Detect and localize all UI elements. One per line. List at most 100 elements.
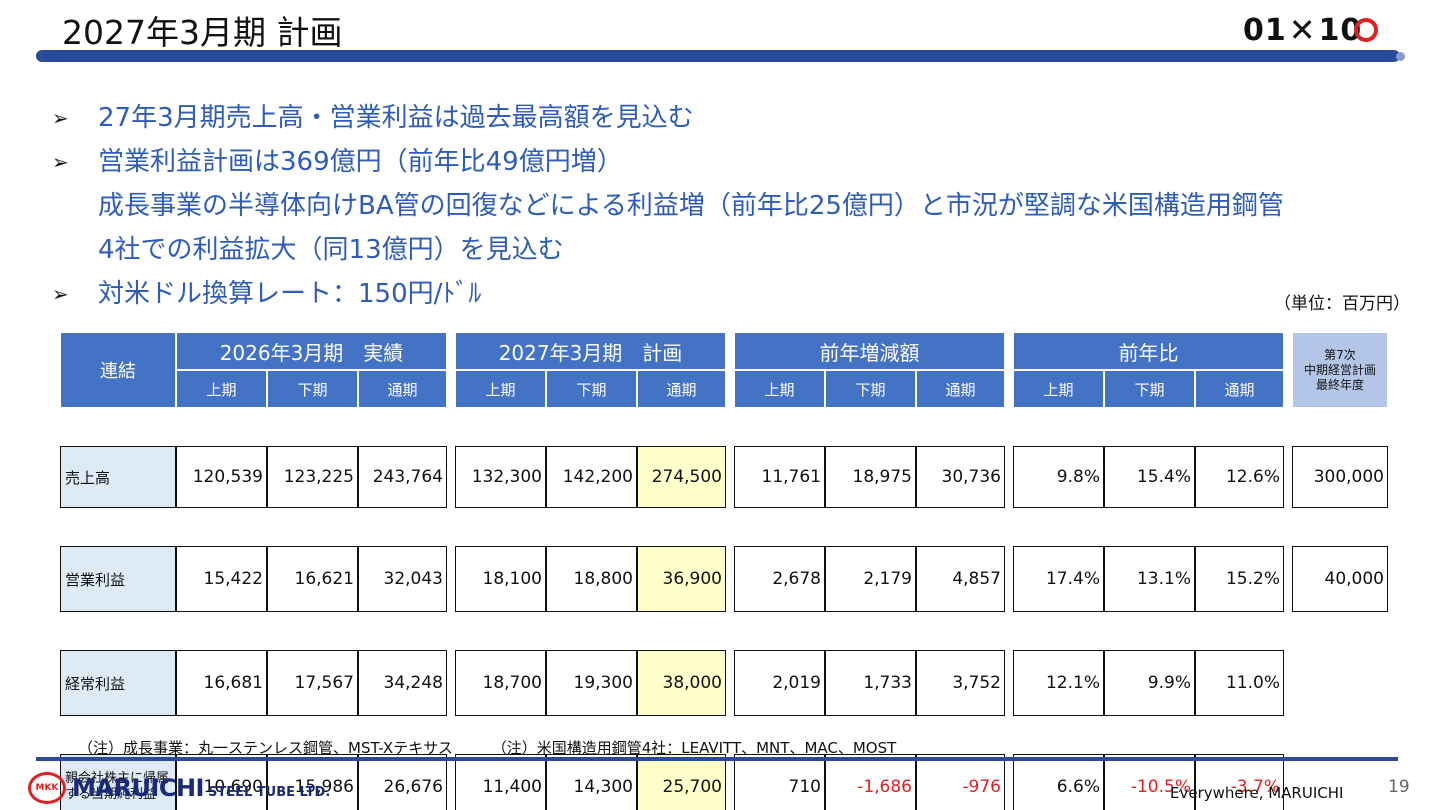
sub-header: 通期 (637, 370, 726, 408)
company-name: MARUICHI (72, 774, 204, 802)
footnote: （注）成長事業：丸一ステンレス鋼管、MST-Xテキサス (78, 739, 453, 757)
table-cell: 1,733 (825, 650, 916, 716)
table-cell: 18,975 (825, 446, 916, 508)
sub-header: 通期 (1195, 370, 1284, 408)
table-cell: 18,100 (455, 546, 546, 612)
bullet-text: 営業利益計画は369億円（前年比49億円増） (98, 147, 623, 177)
table-row: 営業利益 15,422 16,621 32,043 18,100 18,800 36,900… (60, 546, 1388, 612)
group-header-diff: 前年増減額 (734, 332, 1005, 370)
table-cell: 38,000 (637, 650, 726, 716)
financial-table: 連結 2026年3月期 実績 2027年3月期 計画 前年増減額 前年比 第7次… (60, 332, 1388, 810)
company-subname: STEEL TUBE LTD. (207, 784, 331, 800)
bullet-text: 対米ドル換算レート：150円/ﾄﾞﾙ (98, 279, 482, 309)
bullet-list: ➢ 27年3月期売上高・営業利益は過去最高額を見込む ➢ 営業利益計画は369億円（… (52, 96, 1284, 316)
table-cell: 15,422 (176, 546, 267, 612)
table-cell: 17,567 (267, 650, 358, 716)
table-cell: 16,681 (176, 650, 267, 716)
sub-header: 下期 (825, 370, 916, 408)
table-cell: 9.8% (1013, 446, 1104, 508)
row-label: 親会社株主に帰属 する当期純利益 (60, 754, 176, 810)
corner-header: 連結 (60, 332, 176, 408)
bullet-text: 27年3月期売上高・営業利益は過去最高額を見込む (98, 103, 694, 133)
table-cell: 19,300 (546, 650, 637, 716)
table-cell: 25,700 (637, 754, 726, 810)
table-cell: 12.1% (1013, 650, 1104, 716)
table-cell: 120,539 (176, 446, 267, 508)
logo-right-text: 10 (1318, 12, 1363, 48)
table-cell: 15.4% (1104, 446, 1195, 508)
table-cell: 34,248 (358, 650, 447, 716)
table-cell: 12.6% (1195, 446, 1284, 508)
bullet-item: ➢ 27年3月期売上高・営業利益は過去最高額を見込む (52, 96, 1284, 140)
table-cell: 10,690 (176, 754, 267, 810)
bullet-text: 4社での利益拡大（同13億円）を見込む (98, 235, 564, 265)
sub-header: 通期 (358, 370, 447, 408)
sub-header: 通期 (916, 370, 1005, 408)
sub-header: 上期 (176, 370, 267, 408)
sub-header: 上期 (455, 370, 546, 408)
mkk-mark-icon: MKK (28, 772, 66, 804)
table-cell: 2,678 (734, 546, 825, 612)
table-row: 親会社株主に帰属 する当期純利益 10,690 15,986 26,676 11,400 1… (60, 754, 1388, 810)
table-cell: 26,676 (358, 754, 447, 810)
sub-header: 下期 (267, 370, 358, 408)
logo-ring-icon (1354, 18, 1379, 42)
table-cell: 16,621 (267, 546, 358, 612)
table-cell: 18,700 (455, 650, 546, 716)
company-logo: MKK MARUICHI STEEL TUBE LTD. (28, 772, 330, 804)
bullet-continuation: 4社での利益拡大（同13億円）を見込む (52, 228, 1284, 272)
mid-term-plan-cell: 40,000 (1292, 546, 1388, 612)
table-cell: 17.4% (1013, 546, 1104, 612)
page-number: 19 (1388, 777, 1410, 797)
table-cell: 710 (734, 754, 825, 810)
bullet-item: ➢ 営業利益計画は369億円（前年比49億円増） (52, 140, 1284, 184)
table-cell: 2,019 (734, 650, 825, 716)
sub-header: 上期 (1013, 370, 1104, 408)
arrow-bullet-icon: ➢ (52, 106, 69, 130)
table-row: 売上高 120,539 123,225 243,764 132,300 142,200 27… (60, 446, 1388, 508)
table-cell: 14,300 (546, 754, 637, 810)
table-cell: 18,800 (546, 546, 637, 612)
title-underline (36, 50, 1400, 62)
table-cell: 6.6% (1013, 754, 1104, 810)
table-cell: 15,986 (267, 754, 358, 810)
table-cell: 123,225 (267, 446, 358, 508)
table-cell: 4,857 (916, 546, 1005, 612)
table-cell: 11,761 (734, 446, 825, 508)
mid-term-plan-header: 第7次 中期経営計画 最終年度 (1292, 332, 1388, 408)
table-cell: -1,686 (825, 754, 916, 810)
table-cell: 30,736 (916, 446, 1005, 508)
mid-term-plan-cell: 300,000 (1292, 446, 1388, 508)
table-cell: 36,900 (637, 546, 726, 612)
sub-header: 上期 (734, 370, 825, 408)
group-header-ratio: 前年比 (1013, 332, 1284, 370)
sub-header: 下期 (1104, 370, 1195, 408)
group-header-actual: 2026年3月期 実績 (176, 332, 447, 370)
table-cell: 32,043 (358, 546, 447, 612)
arrow-bullet-icon: ➢ (52, 150, 69, 174)
group-header-plan: 2027年3月期 計画 (455, 332, 726, 370)
table-cell: 274,500 (637, 446, 726, 508)
table-cell: 142,200 (546, 446, 637, 508)
tagline: Everywhere, MARUICHI (1170, 784, 1344, 802)
row-label: 経常利益 (60, 650, 176, 716)
brand-logo: 01 ✕ 10 (1243, 11, 1379, 49)
row-label: 売上高 (60, 446, 176, 508)
title-underline-dot (1396, 52, 1405, 61)
empty-cell (1292, 650, 1388, 716)
table-row: 経常利益 16,681 17,567 34,248 18,700 19,300 38,000… (60, 650, 1388, 716)
page-title: 2027年3月期 計画 (62, 13, 343, 52)
bullet-text: 成長事業の半導体向けBA管の回復などによる利益増（前年比25億円）と市況が堅調な… (98, 191, 1284, 221)
table-cell: 9.9% (1104, 650, 1195, 716)
table-cell: 11.0% (1195, 650, 1284, 716)
table-cell: 11,400 (455, 754, 546, 810)
bullet-continuation: 成長事業の半導体向けBA管の回復などによる利益増（前年比25億円）と市況が堅調な… (52, 184, 1284, 228)
footer-divider (36, 757, 1398, 761)
footnotes: （注）成長事業：丸一ステンレス鋼管、MST-Xテキサス （注）米国構造用鋼管4社… (78, 737, 930, 758)
arrow-bullet-icon: ➢ (52, 282, 69, 306)
footnote: （注）米国構造用鋼管4社：LEAVITT、MNT、MAC、MOST (491, 739, 897, 757)
row-label: 営業利益 (60, 546, 176, 612)
table-cell: -3.7% (1195, 754, 1284, 810)
empty-cell (1292, 754, 1388, 810)
unit-label: （単位：百万円） (1274, 294, 1410, 314)
